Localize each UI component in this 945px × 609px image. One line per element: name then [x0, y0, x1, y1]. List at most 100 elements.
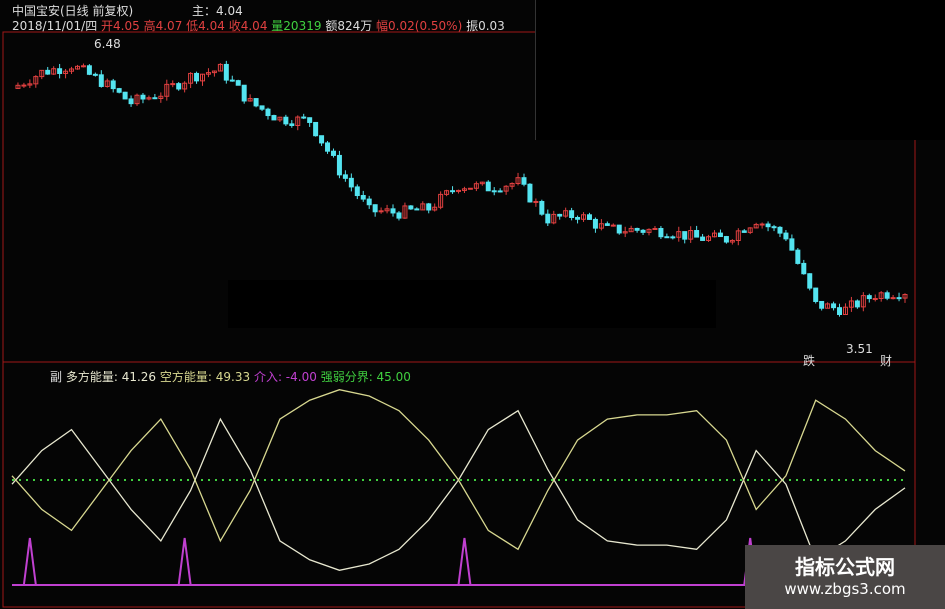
watermark: 指标公式网 www.zbgs3.com [745, 545, 945, 609]
candle [848, 300, 854, 308]
candle [753, 223, 759, 229]
max-label: 6.48 [94, 37, 121, 51]
candle [170, 83, 176, 86]
main-value: 主：4.04 [192, 4, 243, 18]
candle [354, 186, 360, 197]
candle [700, 236, 706, 241]
candle [539, 200, 545, 215]
candle [450, 190, 456, 193]
candle [664, 236, 670, 239]
candle [271, 115, 277, 121]
candle [330, 150, 336, 156]
candle [515, 177, 521, 184]
candle [134, 94, 140, 105]
candle [74, 65, 80, 70]
candle [521, 177, 527, 185]
candle [15, 84, 21, 89]
candle [158, 95, 164, 99]
candle [438, 193, 444, 208]
enter-value: 介入: -4.00 [253, 370, 317, 384]
candle [717, 232, 723, 238]
candle [51, 68, 57, 75]
candle [277, 116, 283, 121]
empty-energy-line [11, 389, 906, 551]
sub-label: 副 [50, 370, 63, 384]
candle [444, 190, 450, 195]
candle [831, 303, 837, 309]
candle [610, 224, 616, 227]
candle [33, 76, 39, 85]
candle [807, 273, 813, 289]
candle [598, 223, 604, 229]
candle [706, 236, 712, 241]
mark-label: 跌 [803, 354, 816, 368]
candle [92, 73, 98, 76]
blackout-box [228, 280, 716, 328]
indicator-legend: 副 多方能量: 41.26 空方能量: 49.33 介入: -4.00 强弱分界… [10, 368, 411, 385]
candle [533, 200, 539, 203]
volume: 量20319 [271, 19, 322, 33]
candle [735, 230, 741, 241]
candle [229, 79, 235, 82]
candle [634, 227, 640, 231]
candle [569, 210, 575, 218]
candle [426, 203, 432, 211]
candle [729, 239, 735, 243]
candle [682, 231, 688, 240]
change: 幅0.02(0.50%) [376, 19, 463, 33]
date: 2018/11/01/四 [12, 19, 98, 33]
candle [295, 116, 301, 127]
candle [890, 297, 896, 300]
candle [813, 287, 819, 302]
candle [670, 236, 676, 239]
watermark-url: www.zbgs3.com [784, 580, 906, 598]
boundary-value: 强弱分界: 45.00 [320, 370, 411, 384]
candle [342, 174, 348, 179]
candle [741, 230, 747, 233]
candle [616, 224, 622, 234]
candle [860, 295, 866, 308]
candle [366, 198, 372, 206]
candle [122, 91, 128, 100]
candle [723, 236, 729, 243]
candle [21, 84, 27, 87]
candle [372, 204, 378, 213]
candle [69, 68, 75, 72]
candle [819, 300, 825, 309]
candle [325, 142, 331, 152]
candle [319, 135, 325, 144]
candle [563, 210, 569, 217]
candle [241, 84, 247, 102]
blackout-box [535, 0, 945, 140]
candle [854, 300, 860, 308]
candle [759, 223, 765, 226]
enter-spike [177, 537, 192, 586]
candle [842, 306, 848, 315]
candle [646, 228, 652, 233]
candle [432, 206, 438, 211]
close: 收4.04 [228, 19, 268, 33]
open: 开4.05 [101, 19, 140, 33]
mark-label: 财 [880, 354, 893, 368]
candle [390, 208, 396, 214]
candle [128, 98, 134, 105]
candle [866, 295, 872, 300]
candle [402, 205, 408, 219]
candle [378, 210, 384, 213]
candle [414, 208, 420, 211]
candle [307, 117, 313, 123]
candle [622, 231, 628, 234]
candle [777, 226, 783, 234]
candle [63, 70, 69, 74]
candle [884, 292, 890, 299]
candle [98, 74, 104, 87]
candle [711, 232, 717, 238]
candle [80, 65, 86, 68]
candle [658, 228, 664, 238]
quote-line: 2018/11/01/四 开4.05 高4.07 低4.04 收4.04 量20… [12, 17, 505, 34]
candle [467, 187, 473, 190]
candle [348, 177, 354, 188]
candle [801, 262, 807, 275]
candle [581, 214, 587, 220]
candle [104, 80, 110, 87]
